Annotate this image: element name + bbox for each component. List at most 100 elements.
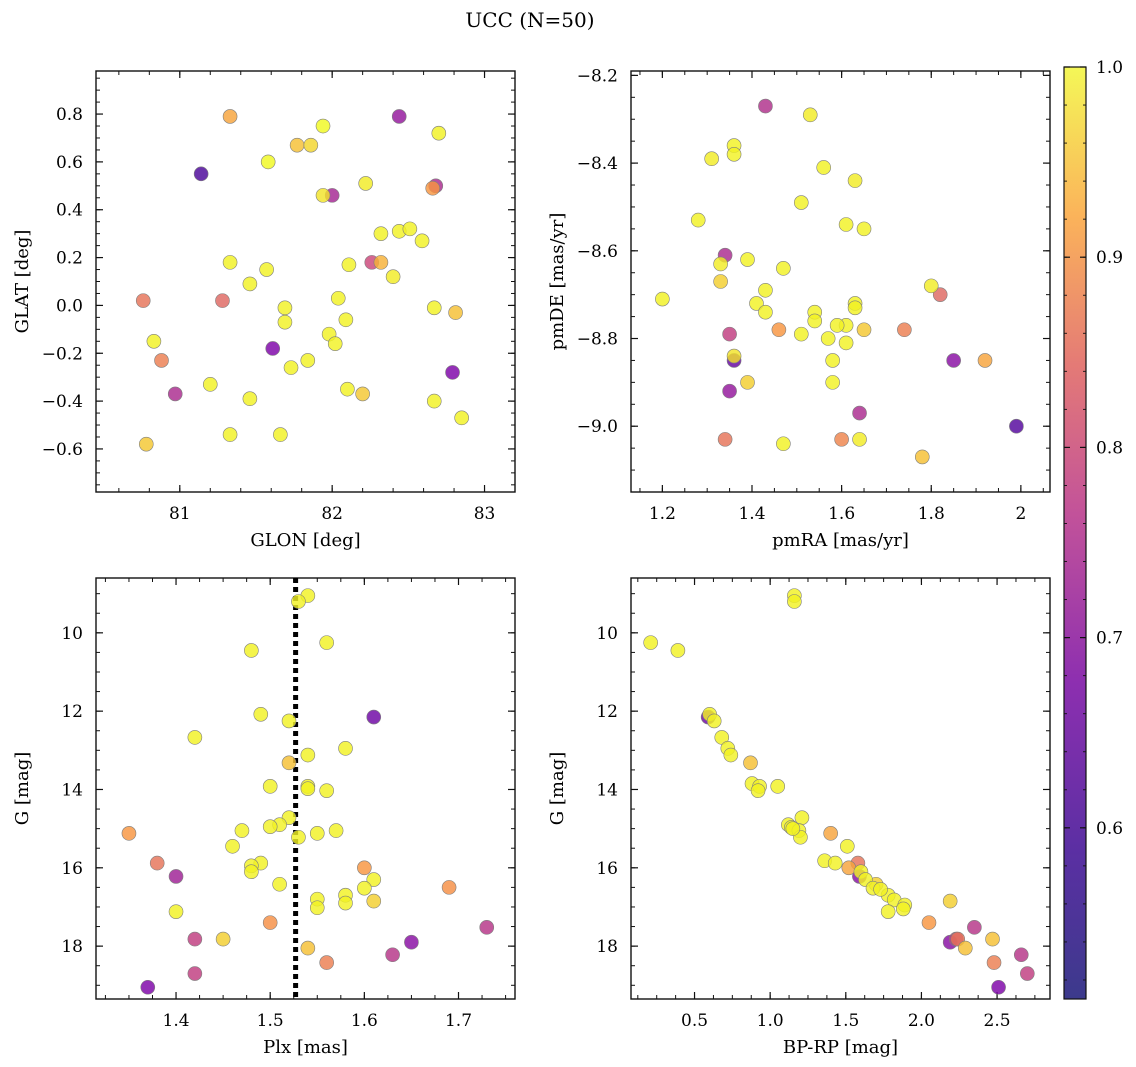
data-point (277, 300, 293, 316)
data-point (373, 255, 389, 270)
data-point (816, 160, 831, 175)
data-point (319, 955, 334, 970)
data-point (986, 955, 1002, 970)
x-tick-label: 1.6 (828, 504, 855, 524)
x-tick-label: 1.6 (351, 1011, 378, 1031)
data-point (690, 212, 706, 228)
data-point (1013, 947, 1029, 963)
data-point (802, 107, 818, 123)
data-point (273, 427, 288, 442)
colorbar-gradient (1063, 66, 1087, 1000)
x-tick-label: 1.4 (738, 504, 765, 524)
y-tick-label: 0.2 (56, 249, 83, 269)
data-point (328, 823, 344, 838)
data-point (373, 226, 389, 241)
x-tick-label: 2.5 (984, 1011, 1011, 1031)
x-axis-label: Plx [mas] (263, 1037, 348, 1058)
data-point (985, 931, 1000, 947)
data-point (300, 353, 316, 368)
data-point (749, 296, 764, 311)
y-tick-label: −0.6 (42, 440, 83, 460)
data-point (202, 377, 218, 392)
data-point (726, 348, 742, 364)
data-point (852, 405, 867, 421)
data-point (977, 353, 993, 368)
data-point (967, 920, 982, 935)
colorbar-tick-label: 1.0 (1096, 58, 1123, 78)
data-point (149, 855, 165, 871)
y-tick-label: −9.0 (577, 417, 618, 437)
x-axis-label: pmRA [mas/yr] (772, 530, 909, 551)
data-point (914, 449, 930, 465)
plot-frame (630, 577, 1051, 1000)
data-point (404, 934, 419, 950)
data-point (277, 314, 293, 330)
data-point (957, 940, 973, 956)
data-point (991, 979, 1006, 995)
y-tick-label: 12 (596, 702, 618, 722)
panel-pmra-pmde: 1.2 1.4 1.6 1.8 2 −9.0 −8.8 −8.6 −8.4 −8.2 pmRA [m… (547, 66, 1051, 551)
x-tick-label: 0.5 (681, 1011, 708, 1031)
data-point (706, 713, 722, 729)
data-point (827, 855, 843, 871)
data-point (340, 381, 355, 397)
data-point (300, 781, 316, 796)
data-point (454, 410, 469, 426)
data-point (425, 180, 441, 196)
scatter-points (121, 578, 495, 999)
y-tick-label: −8.4 (577, 154, 618, 174)
data-point (880, 904, 896, 919)
data-point (385, 269, 401, 285)
y-tick-label: 0.8 (56, 105, 83, 125)
data-point (723, 747, 739, 763)
data-point (946, 353, 961, 368)
colorbar-tick-label: 0.6 (1096, 819, 1123, 839)
data-point (187, 730, 203, 745)
data-point (338, 741, 353, 756)
y-tick-label: −0.2 (42, 344, 83, 364)
data-point (897, 322, 912, 338)
plot-frame (95, 70, 516, 493)
y-tick-label: 18 (596, 937, 618, 957)
data-point (309, 826, 325, 841)
y-tick-label: −0.4 (42, 392, 83, 412)
data-point (793, 326, 809, 342)
data-point (445, 365, 460, 380)
data-point (272, 876, 287, 892)
x-tick-label: 82 (321, 504, 343, 524)
scatter-points (135, 109, 469, 452)
data-point (138, 436, 154, 452)
plot-frame (95, 577, 516, 1000)
data-point (303, 137, 319, 153)
x-axis-label: BP-RP [mag] (783, 1037, 898, 1058)
data-point (895, 901, 911, 917)
y-tick-label: 0.4 (56, 201, 83, 221)
scatter-points (643, 588, 1035, 995)
data-point (291, 829, 306, 845)
data-point (670, 643, 686, 658)
data-point (770, 779, 786, 794)
colorbar: 0.6 0.7 0.8 0.9 1.0 (1063, 58, 1123, 1000)
data-point (357, 880, 372, 896)
panel-plx-g: 1.4 1.5 1.6 1.7 10 12 14 16 18 Plx [mas] G [mag] (12, 577, 516, 1058)
data-point (643, 635, 658, 650)
x-tick-label: 1.2 (649, 504, 676, 524)
data-point (921, 915, 937, 930)
data-point (942, 893, 958, 909)
data-point (154, 353, 169, 368)
y-axis-label: G [mag] (12, 752, 33, 825)
y-axis-label: pmDE [mas/yr] (547, 213, 568, 351)
x-tick-label: 1.8 (918, 504, 945, 524)
data-point (704, 151, 719, 167)
data-point (1009, 418, 1024, 434)
data-point (262, 819, 278, 834)
data-point (825, 353, 840, 368)
y-tick-label: −8.2 (577, 66, 618, 86)
data-point (262, 915, 278, 930)
data-point (838, 217, 854, 232)
colorbar-tick-label: 0.8 (1096, 438, 1123, 458)
data-point (242, 276, 258, 292)
data-point (713, 256, 728, 272)
data-point (852, 432, 867, 447)
